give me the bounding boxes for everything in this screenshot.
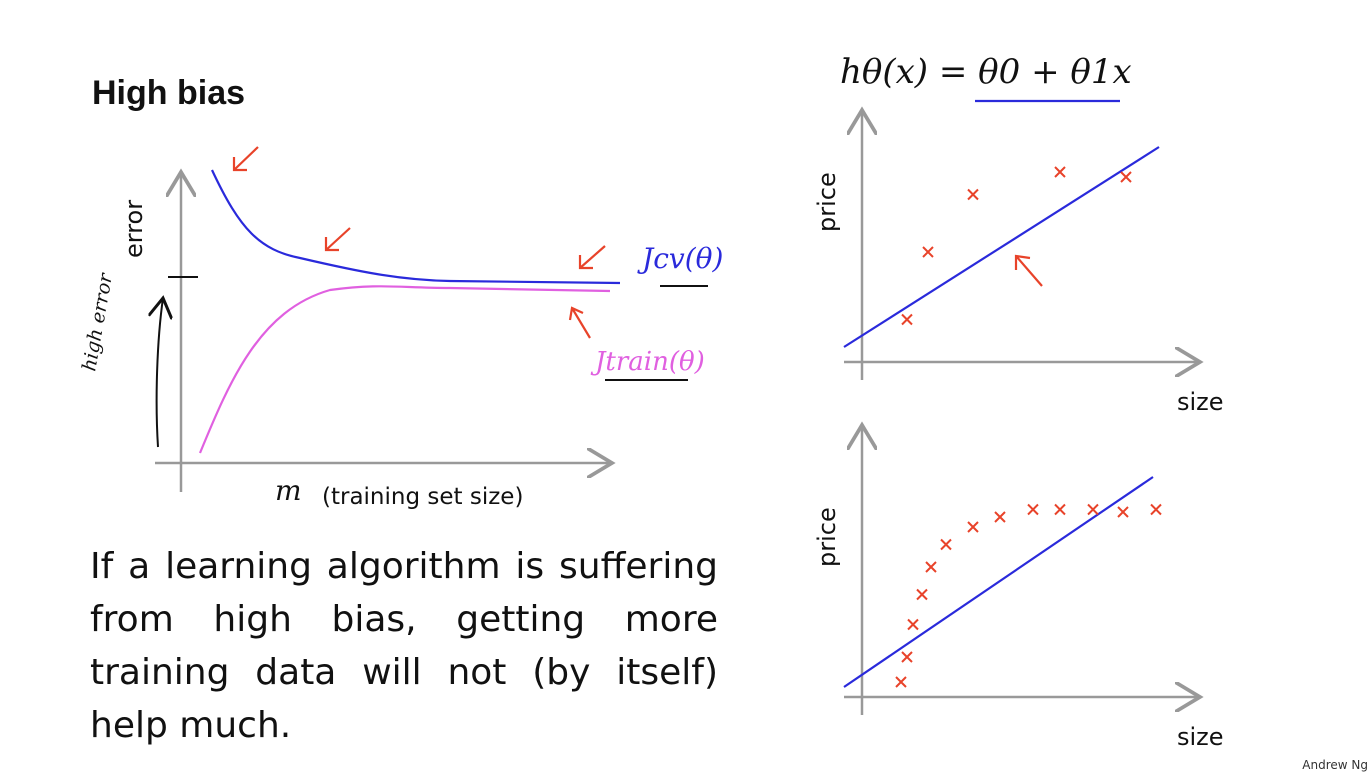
cv-error-curve	[211, 169, 621, 285]
data-point	[925, 561, 937, 573]
data-point	[994, 511, 1006, 523]
scatter-plot-top: size price	[813, 110, 1224, 416]
y-axis-label: error	[120, 200, 148, 258]
red-arrow-annotations	[232, 146, 1043, 339]
jtrain-label: Jtrain(θ)	[590, 347, 705, 377]
y-axis-label: price	[813, 507, 841, 567]
data-point	[916, 588, 928, 601]
x-axis-label: size	[1177, 723, 1224, 751]
credit: Andrew Ng	[1302, 758, 1368, 772]
data-point	[1054, 503, 1066, 516]
data-point	[901, 313, 913, 326]
data-point	[940, 538, 952, 551]
data-point	[967, 521, 979, 533]
y-axis-label: price	[813, 172, 841, 232]
data-point	[922, 246, 934, 258]
data-point	[901, 651, 913, 663]
fit-line	[843, 146, 1160, 348]
train-error-curve	[198, 285, 611, 454]
body-text: If a learning algorithm is suffering fro…	[90, 546, 718, 746]
data-point	[1117, 506, 1129, 518]
jcv-label: Jcv(θ)	[637, 242, 723, 275]
data-point	[895, 676, 907, 688]
high-error-note: high error	[78, 270, 117, 373]
data-point	[1120, 171, 1132, 183]
data-point	[1150, 503, 1162, 516]
scatter-plot-bottom: size price	[813, 425, 1224, 751]
data-point	[1027, 503, 1039, 516]
slide-title: High bias	[92, 74, 246, 112]
x-axis-label: size	[1177, 388, 1224, 416]
x-axis-symbol: m	[275, 474, 302, 507]
arrow-icon	[324, 227, 351, 252]
fit-line	[843, 476, 1154, 688]
arrow-icon	[1014, 254, 1043, 287]
data-point	[1054, 166, 1066, 178]
data-point	[907, 618, 919, 631]
high-error-arrow	[157, 298, 163, 448]
arrow-icon	[578, 245, 606, 270]
data-point	[1087, 503, 1099, 516]
x-axis-label: (training set size)	[322, 484, 523, 510]
arrow-icon	[232, 146, 259, 172]
hypothesis-formula: hθ(x) = θ0 + θ1x	[840, 52, 1132, 92]
arrow-icon	[568, 306, 591, 339]
data-point	[967, 188, 979, 201]
